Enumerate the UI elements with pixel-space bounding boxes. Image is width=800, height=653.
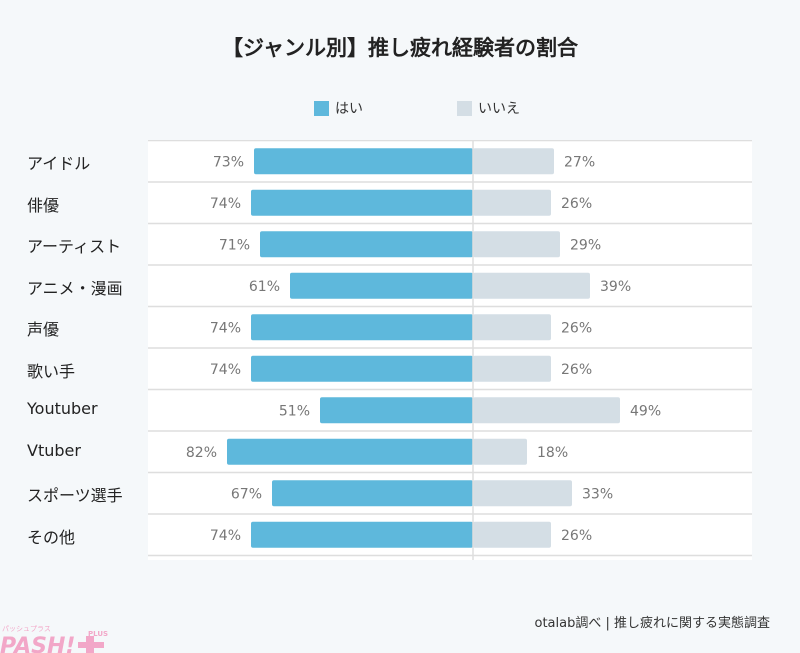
- data-label-no: 27%: [564, 154, 595, 170]
- chart-title: 【ジャンル別】推し疲れ経験者の割合: [222, 36, 578, 60]
- category-label: Vtuber: [27, 440, 81, 460]
- data-label-no: 29%: [570, 237, 601, 253]
- bar-yes: [260, 231, 473, 258]
- data-label-yes: 74%: [210, 362, 241, 378]
- bar-no: [473, 231, 560, 258]
- bar-yes: [251, 521, 473, 548]
- bar-chart: 73% 27% 74% 26% 71% 29% 61% 39% 74% 26% 74% 26% 51% 4…: [148, 140, 752, 560]
- category-label: アーティスト: [27, 237, 122, 257]
- data-label-yes: 74%: [210, 320, 241, 336]
- bar-yes: [251, 189, 473, 216]
- bar-no: [473, 438, 527, 465]
- data-label-no: 26%: [561, 196, 592, 212]
- data-label-no: 26%: [561, 528, 592, 544]
- category-label: 俳優: [27, 195, 60, 215]
- legend-swatch: [314, 100, 329, 116]
- legend-label: いいえ: [478, 101, 520, 117]
- data-label-yes: 51%: [279, 403, 310, 419]
- bar-yes: [251, 314, 473, 341]
- legend-swatch: [457, 100, 472, 116]
- bar-yes: [272, 480, 473, 507]
- data-label-no: 49%: [630, 403, 661, 419]
- legend-item-yes: はい: [314, 98, 363, 118]
- bar-yes: [254, 148, 473, 175]
- data-label-yes: 71%: [219, 237, 250, 253]
- bar-yes: [290, 272, 473, 299]
- data-label-no: 18%: [537, 445, 568, 461]
- category-label: 歌い手: [27, 361, 76, 381]
- data-label-yes: 73%: [213, 154, 244, 170]
- data-label-yes: 67%: [231, 486, 262, 502]
- legend-label: はい: [335, 101, 363, 117]
- category-label: スポーツ選手: [27, 486, 123, 506]
- legend-item-no: いいえ: [457, 98, 520, 118]
- bar-no: [473, 272, 590, 299]
- bar-no: [473, 355, 551, 382]
- bar-no: [473, 480, 572, 507]
- category-label: アイドル: [27, 154, 91, 174]
- bar-no: [473, 397, 620, 424]
- data-label-no: 39%: [600, 279, 631, 295]
- category-label: アニメ・漫画: [27, 278, 123, 298]
- category-label: 声優: [27, 320, 60, 340]
- bar-yes: [320, 397, 473, 424]
- source-note: otalab調べ | 推し疲れに関する実態調査: [534, 616, 771, 631]
- bar-yes: [251, 355, 473, 382]
- category-label: Youtuber: [27, 399, 98, 419]
- svg-text:パッシュプラス: パッシュプラス: [2, 625, 51, 633]
- category-label: その他: [27, 527, 76, 547]
- bar-no: [473, 189, 551, 216]
- bar-no: [473, 314, 551, 341]
- data-label-yes: 82%: [186, 445, 217, 461]
- data-label-yes: 74%: [210, 196, 241, 212]
- bar-no: [473, 521, 551, 548]
- svg-text:PLUS: PLUS: [88, 630, 108, 638]
- plot-area: 73% 27% 74% 26% 71% 29% 61% 39% 74% 26% 74% 26% 51% 4…: [148, 140, 752, 560]
- data-label-yes: 74%: [210, 528, 241, 544]
- data-label-no: 26%: [561, 362, 592, 378]
- data-label-no: 33%: [582, 486, 613, 502]
- data-label-yes: 61%: [249, 279, 280, 295]
- bar-no: [473, 148, 554, 175]
- data-label-no: 26%: [561, 320, 592, 336]
- bar-yes: [227, 438, 473, 465]
- svg-text:PASH!: PASH!: [0, 634, 75, 653]
